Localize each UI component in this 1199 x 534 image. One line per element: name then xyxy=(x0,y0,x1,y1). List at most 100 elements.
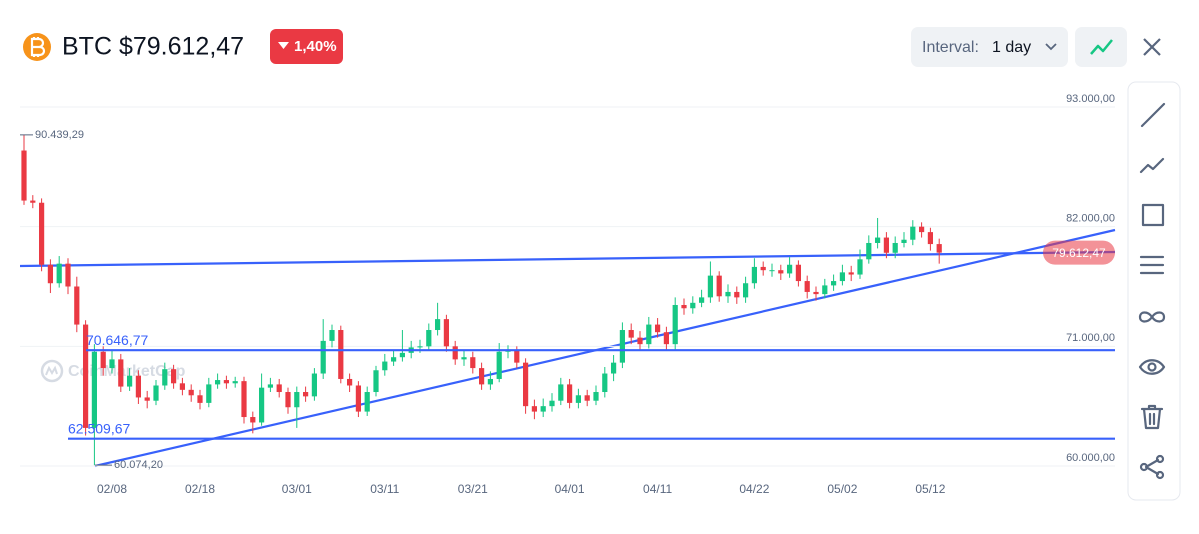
candle-body xyxy=(514,350,520,363)
x-tick-label: 03/01 xyxy=(282,482,312,496)
x-tick-label: 03/11 xyxy=(370,482,399,496)
candle-body xyxy=(628,330,634,338)
candle-body xyxy=(663,332,669,345)
candle-body xyxy=(206,384,212,403)
candle-body xyxy=(30,200,36,203)
interval-bg[interactable] xyxy=(911,27,1068,67)
candle-body xyxy=(91,351,97,428)
candle-body xyxy=(135,375,141,398)
chart-type-bg[interactable] xyxy=(1075,27,1127,67)
candle-body xyxy=(919,226,925,233)
close-button[interactable] xyxy=(1143,38,1161,56)
candle-body xyxy=(426,330,432,347)
x-tick-label: 03/21 xyxy=(458,482,488,496)
candle-body xyxy=(787,264,793,274)
candle-body xyxy=(435,319,441,331)
candle-body xyxy=(144,397,150,401)
candle-body xyxy=(901,239,907,243)
plot: 93.000,00 82.000,00 71.000,00 60.000,00 02/0… xyxy=(20,93,1115,496)
candle-body xyxy=(452,346,458,360)
y-tick-label: 71.000,00 xyxy=(1066,332,1115,344)
candle-body xyxy=(65,263,71,287)
candle-body xyxy=(883,237,889,253)
candle-body xyxy=(699,297,705,303)
extreme-label: 90.439,29 xyxy=(35,129,84,141)
candle-body xyxy=(725,291,731,297)
tool-levels[interactable] xyxy=(1139,255,1165,275)
y-tick-label: 93.000,00 xyxy=(1066,93,1115,105)
candle-body xyxy=(162,369,168,386)
candle-body xyxy=(338,330,344,379)
tool-line[interactable] xyxy=(1140,102,1166,128)
tool-polyline[interactable] xyxy=(1139,157,1165,174)
candle-body xyxy=(743,283,749,298)
change-badge xyxy=(270,29,343,64)
y-tick-label: 82.000,00 xyxy=(1066,213,1115,225)
candle-body xyxy=(109,359,115,369)
candle-body xyxy=(848,272,854,275)
candle-body xyxy=(910,226,916,240)
x-tick-label: 05/02 xyxy=(827,482,857,496)
candle-body xyxy=(223,380,229,384)
candle-body xyxy=(760,266,766,271)
candle-body xyxy=(443,319,449,347)
candle-body xyxy=(232,381,238,384)
candle-body xyxy=(479,368,485,385)
trend-line xyxy=(19,250,1116,268)
candle-body xyxy=(549,400,555,407)
candle-body xyxy=(276,384,282,393)
share-node xyxy=(1139,462,1149,472)
tool-eye[interactable] xyxy=(1138,359,1166,375)
y-tick-label: 60.000,00 xyxy=(1066,452,1115,464)
watermark-mark xyxy=(45,365,58,376)
candle-body xyxy=(646,324,652,345)
tool-delete[interactable] xyxy=(1140,404,1164,430)
candle-body xyxy=(100,351,106,369)
candle-body xyxy=(813,291,819,295)
candle-body xyxy=(241,381,247,418)
last-price-label: 79.612,47 xyxy=(1052,246,1106,260)
candle-body xyxy=(329,330,335,341)
candle-body xyxy=(716,275,722,297)
interval-label: Interval: xyxy=(922,39,979,56)
candle-body xyxy=(399,352,405,358)
candle-body xyxy=(584,395,590,401)
toolbar xyxy=(1127,81,1181,501)
candle-body xyxy=(593,392,599,401)
watermark-circle xyxy=(40,359,64,383)
candle-body xyxy=(56,263,62,284)
candle-body xyxy=(250,417,256,423)
x-tick-label: 04/01 xyxy=(555,482,585,496)
candle-body xyxy=(892,242,898,253)
last-price-pill xyxy=(1043,240,1115,265)
candle-body xyxy=(487,378,493,385)
candle-body xyxy=(294,392,300,408)
candle-body xyxy=(936,244,942,253)
candle-body xyxy=(285,392,291,408)
title: BTC $79.612,47 xyxy=(62,33,244,61)
interval-value: 1 day xyxy=(992,39,1031,56)
x-tick-label: 05/12 xyxy=(915,482,945,496)
level-label: 70.646,77 xyxy=(86,332,148,348)
candle-body xyxy=(470,357,476,369)
candle-body xyxy=(83,324,89,428)
down-arrow xyxy=(278,42,289,49)
candle-body xyxy=(21,150,27,201)
candle-body xyxy=(690,302,696,309)
candle-body xyxy=(857,259,863,275)
candle-body xyxy=(839,272,845,282)
chart-type-button[interactable] xyxy=(1075,27,1127,67)
interval-button[interactable]: Interval: 1 day xyxy=(911,27,1068,67)
tool-eye-pupil xyxy=(1147,362,1157,372)
tool-infinity[interactable] xyxy=(1138,311,1166,323)
candle-body xyxy=(927,232,933,245)
candle-body xyxy=(382,361,388,371)
candle-body xyxy=(417,346,423,348)
tool-rect[interactable] xyxy=(1141,203,1165,227)
candle-body xyxy=(320,340,326,374)
candle-body xyxy=(179,383,185,390)
candle-body xyxy=(127,375,133,387)
candle-body xyxy=(496,351,502,379)
candle-body xyxy=(373,370,379,393)
